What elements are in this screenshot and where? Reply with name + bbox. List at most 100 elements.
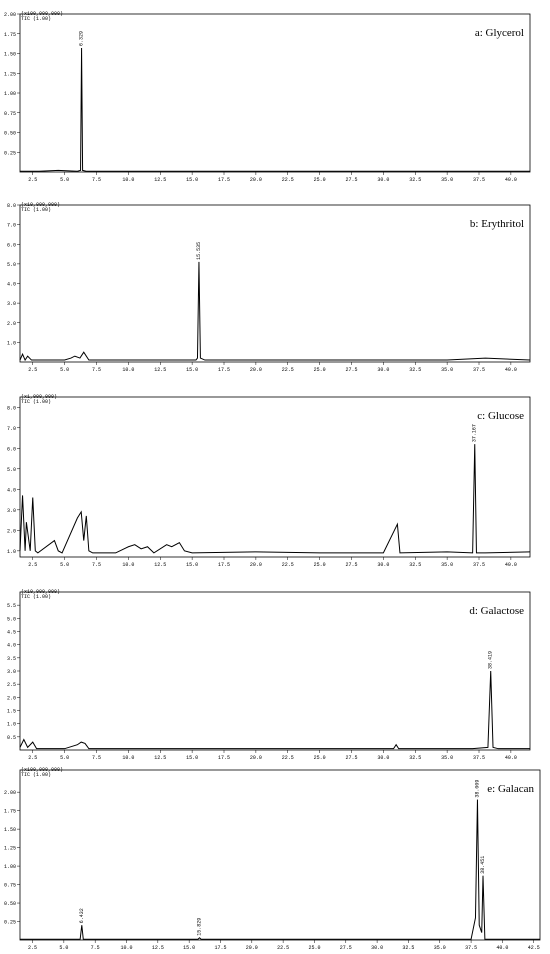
x-tick-label: 10.0 — [122, 562, 134, 568]
x-tick-label: 7.5 — [92, 755, 101, 761]
x-tick-label: 20.0 — [250, 367, 262, 373]
y-tick-label: 2.00 — [4, 12, 16, 18]
y-tick-label: 1.75 — [4, 809, 16, 815]
x-tick-label: 15.0 — [186, 367, 198, 373]
x-tick-label: 2.5 — [28, 755, 37, 761]
x-tick-label: 35.0 — [441, 755, 453, 761]
y-tick-label: 4.0 — [7, 643, 16, 649]
x-tick-label: 10.0 — [120, 945, 132, 951]
panel-title: d: Galactose — [469, 605, 524, 617]
x-tick-label: 10.0 — [122, 177, 134, 183]
y-tick-label: 4.0 — [7, 487, 16, 493]
x-tick-label: 10.0 — [122, 367, 134, 373]
x-tick-label: 25.0 — [314, 562, 326, 568]
y-tick-label: 1.00 — [4, 864, 16, 870]
trace-label: TIC (1.00) — [21, 16, 51, 22]
x-tick-label: 40.0 — [505, 562, 517, 568]
y-tick-label: 8.0 — [7, 203, 16, 209]
x-tick-label: 37.5 — [473, 177, 485, 183]
x-tick-label: 35.0 — [441, 367, 453, 373]
y-tick-label: 5.0 — [7, 616, 16, 622]
y-tick-label: 1.75 — [4, 32, 16, 38]
x-tick-label: 12.5 — [152, 945, 164, 951]
x-tick-label: 12.5 — [154, 177, 166, 183]
x-tick-label: 32.5 — [409, 367, 421, 373]
peak-label: 38.451 — [480, 856, 486, 874]
x-tick-label: 25.0 — [314, 755, 326, 761]
peak-label: 37.167 — [472, 424, 478, 442]
x-tick-label: 35.0 — [441, 177, 453, 183]
y-tick-label: 2.00 — [4, 790, 16, 796]
x-tick-label: 22.5 — [282, 367, 294, 373]
x-tick-label: 15.0 — [186, 562, 198, 568]
panel-title: c: Glucose — [477, 410, 524, 422]
x-tick-label: 37.5 — [473, 755, 485, 761]
x-tick-label: 17.5 — [214, 945, 226, 951]
x-tick-label: 27.5 — [340, 945, 352, 951]
x-tick-label: 12.5 — [154, 367, 166, 373]
y-tick-label: 8.0 — [7, 405, 16, 411]
x-tick-label: 35.0 — [441, 562, 453, 568]
y-tick-label: 2.0 — [7, 695, 16, 701]
x-tick-label: 7.5 — [92, 367, 101, 373]
y-tick-label: 1.5 — [7, 709, 16, 715]
y-tick-label: 1.0 — [7, 722, 16, 728]
trace-label: TIC (1.00) — [21, 772, 51, 778]
x-tick-label: 12.5 — [154, 755, 166, 761]
x-tick-label: 32.5 — [409, 562, 421, 568]
x-tick-label: 17.5 — [218, 755, 230, 761]
y-tick-label: 0.5 — [7, 735, 16, 741]
x-tick-label: 40.0 — [505, 367, 517, 373]
x-tick-label: 32.5 — [409, 755, 421, 761]
x-tick-label: 5.0 — [60, 562, 69, 568]
y-tick-label: 0.50 — [4, 901, 16, 907]
x-tick-label: 7.5 — [92, 177, 101, 183]
x-tick-label: 22.5 — [282, 755, 294, 761]
y-tick-label: 1.50 — [4, 52, 16, 58]
y-tick-label: 5.0 — [7, 467, 16, 473]
trace-label: TIC (1.00) — [21, 207, 51, 213]
trace-label: TIC (1.00) — [21, 594, 51, 600]
plot-frame — [19, 591, 531, 751]
x-tick-label: 17.5 — [218, 367, 230, 373]
x-tick-label: 27.5 — [345, 367, 357, 373]
x-tick-label: 42.5 — [528, 945, 540, 951]
chromatogram-trace — [20, 47, 530, 172]
x-tick-label: 17.5 — [218, 177, 230, 183]
y-tick-label: 6.0 — [7, 242, 16, 248]
y-tick-label: 5.5 — [7, 603, 16, 609]
x-tick-label: 30.0 — [377, 562, 389, 568]
y-tick-label: 0.50 — [4, 131, 16, 137]
y-tick-label: 3.5 — [7, 656, 16, 662]
y-tick-label: 7.0 — [7, 223, 16, 229]
peak-label: 38.009 — [474, 780, 480, 798]
y-unit: (x10,000,000) — [21, 589, 60, 595]
x-tick-label: 30.0 — [377, 755, 389, 761]
x-tick-label: 40.0 — [505, 755, 517, 761]
chromatogram-trace — [19, 261, 531, 362]
y-tick-label: 3.0 — [7, 508, 16, 514]
x-tick-label: 25.0 — [308, 945, 320, 951]
y-tick-label: 4.5 — [7, 630, 16, 636]
x-tick-label: 27.5 — [345, 755, 357, 761]
chromatogram-trace — [19, 444, 531, 554]
x-tick-label: 10.0 — [122, 755, 134, 761]
x-tick-label: 15.0 — [186, 755, 198, 761]
y-tick-label: 1.25 — [4, 71, 16, 77]
x-tick-label: 37.5 — [473, 562, 485, 568]
x-tick-label: 20.0 — [250, 562, 262, 568]
y-tick-label: 2.0 — [7, 528, 16, 534]
peak-label: 15.535 — [196, 242, 202, 260]
x-tick-label: 25.0 — [314, 177, 326, 183]
y-unit: (x10,000,000) — [21, 202, 60, 208]
y-tick-label: 0.25 — [4, 920, 16, 926]
x-tick-label: 2.5 — [28, 367, 37, 373]
panel-title: a: Glycerol — [475, 27, 524, 39]
y-tick-label: 0.25 — [4, 150, 16, 156]
x-tick-label: 22.5 — [282, 562, 294, 568]
x-tick-label: 5.0 — [60, 367, 69, 373]
x-tick-label: 22.5 — [277, 945, 289, 951]
y-unit: (x100,000,000) — [21, 767, 63, 773]
